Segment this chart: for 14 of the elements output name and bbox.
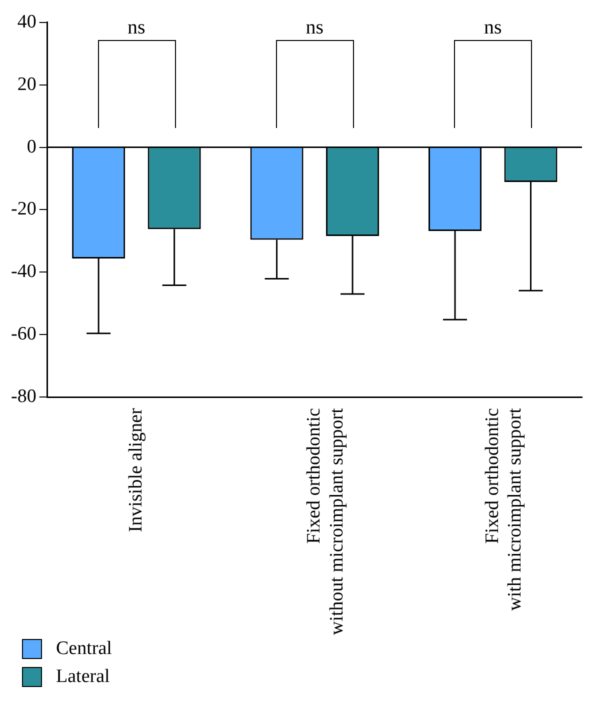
y-tick-label: 0 bbox=[26, 136, 36, 158]
annotation: ns bbox=[306, 16, 324, 39]
y-tick-label: -80 bbox=[11, 386, 36, 408]
y-tick-label: -40 bbox=[11, 261, 36, 282]
y-tick-label: 20 bbox=[17, 74, 36, 95]
x-tick-label: Invisible aligner bbox=[125, 407, 146, 532]
y-tick-label: -20 bbox=[11, 198, 36, 220]
annotation: ns bbox=[128, 16, 146, 39]
annotation: ns bbox=[484, 16, 502, 39]
legend-label: Lateral bbox=[56, 666, 110, 688]
legend-label: Central bbox=[56, 638, 112, 660]
y-tick-label: -60 bbox=[11, 324, 36, 345]
x-tick-label: Fixed orthodontic without microimplant support bbox=[304, 407, 348, 636]
y-tick-label: 40 bbox=[17, 11, 36, 32]
